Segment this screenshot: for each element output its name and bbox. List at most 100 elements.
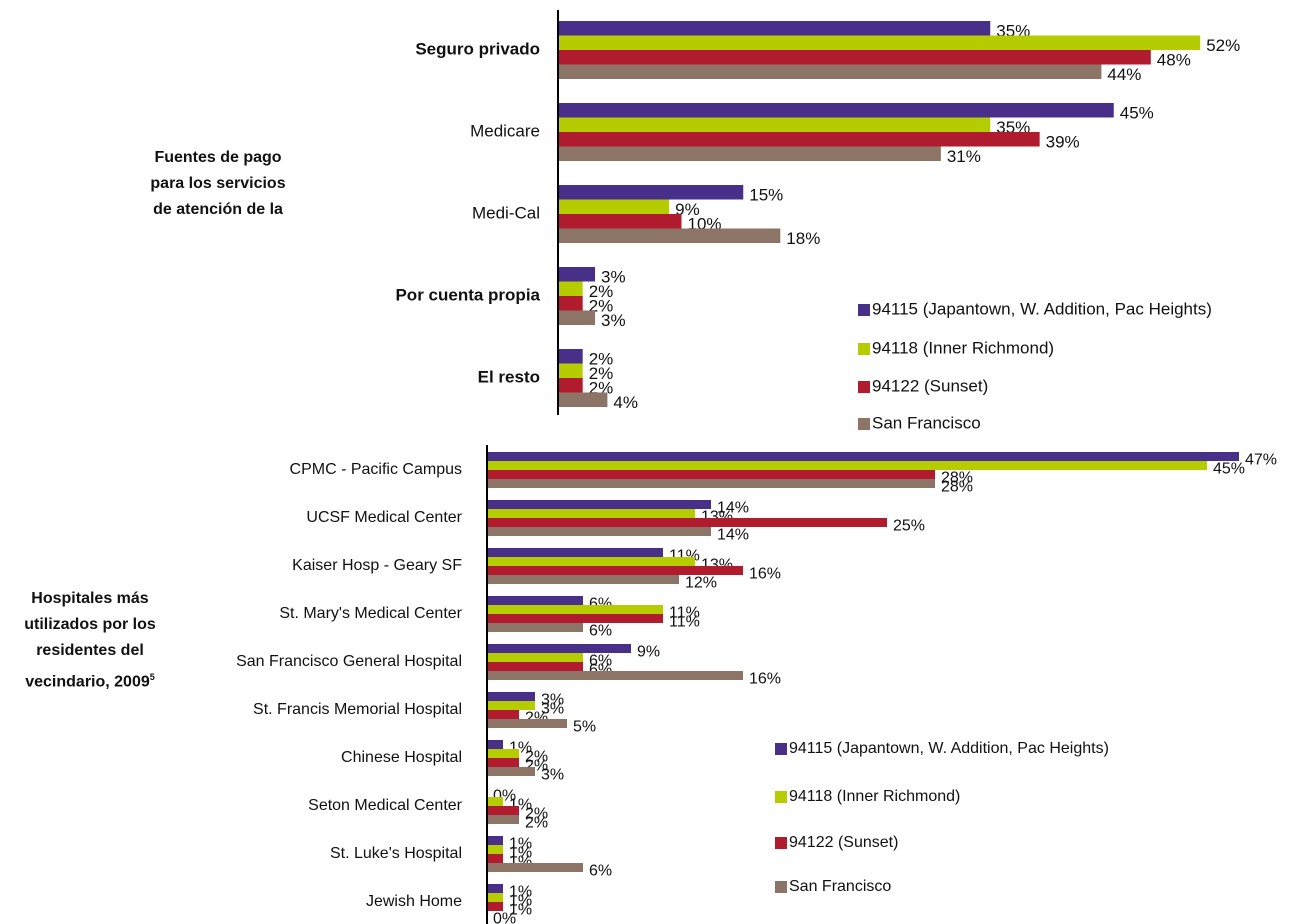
bar [487,527,711,536]
legend-label: San Francisco [872,413,981,432]
legend-swatch [775,881,787,893]
category-label: Seguro privado [415,39,540,58]
bar [487,758,519,767]
bar [487,836,503,845]
value-label: 3% [601,311,626,330]
legend-swatch [858,381,870,393]
value-label: 47% [1245,452,1277,469]
legend-label: 94122 (Sunset) [789,834,898,851]
value-label: 3% [541,767,564,784]
bar [558,349,583,364]
bar [487,596,583,605]
bar [558,35,1201,50]
bar [487,845,503,854]
value-label: 6% [589,623,612,640]
value-label: 39% [1046,133,1080,152]
value-label: 1% [509,893,532,910]
bar [487,605,663,614]
category-label: Medicare [470,121,540,140]
category-label: Jewish Home [366,893,462,910]
bar [487,518,887,527]
value-label: 31% [947,147,981,166]
value-label: 48% [1157,51,1191,70]
legend-label: San Francisco [789,878,891,895]
category-label: St. Mary's Medical Center [279,605,462,622]
bar [487,452,1239,461]
value-label: 25% [893,518,925,535]
bar [558,228,781,243]
value-label: 12% [685,575,717,592]
category-label: CPMC - Pacific Campus [290,461,462,478]
bar [487,740,503,749]
value-label: 16% [749,671,781,688]
bar [487,797,503,806]
bar [487,566,743,575]
bar [487,575,679,584]
side-label: Hospitales más utilizados por los reside… [18,586,162,732]
value-label: 4% [613,393,638,412]
value-label: 2% [589,350,614,369]
side-label: Fuentes de pago para los servicios de at… [148,145,288,253]
category-label: St. Francis Memorial Hospital [253,701,462,718]
category-label: Chinese Hospital [341,749,462,766]
bar [487,509,695,518]
bar [558,310,596,325]
bar [487,863,583,872]
bar [558,117,991,132]
bar [487,653,583,662]
bar [487,557,695,566]
value-label: 2% [589,282,614,301]
bar [487,710,519,719]
value-label: 2% [589,364,614,383]
bar [487,470,935,479]
category-label: St. Luke's Hospital [330,845,462,862]
bar [487,662,583,671]
category-label: El resto [478,367,540,386]
legend-swatch [858,304,870,316]
category-label: UCSF Medical Center [306,509,462,526]
value-label: 9% [637,644,660,661]
bar [558,378,583,393]
bar [487,806,519,815]
legend-swatch [775,791,787,803]
side-label-text: Hospitales más utilizados por los reside… [24,590,156,691]
value-label: 0% [493,911,516,924]
bar [487,719,567,728]
bar [558,199,670,214]
bar [558,132,1040,147]
value-label: 44% [1107,65,1141,84]
bar [558,392,608,407]
bar [487,854,503,863]
bar [487,893,503,902]
bar [558,214,682,229]
value-label: 45% [1120,104,1154,123]
side-label-text: Fuentes de pago para los servicios de at… [150,149,286,218]
bar [558,50,1151,65]
bar [558,267,596,282]
category-label: San Francisco General Hospital [236,653,462,670]
category-label: Por cuenta propia [395,285,540,304]
value-label: 15% [749,186,783,205]
footnote: 5 [149,672,155,682]
value-label: 18% [786,229,820,248]
value-label: 5% [573,719,596,736]
bar [487,671,743,680]
bar [487,479,935,488]
value-label: 2% [525,815,548,832]
value-label: 28% [941,470,973,487]
value-label: 14% [717,527,749,544]
value-label: 28% [941,479,973,496]
value-label: 1% [509,845,532,862]
legend-label: 94122 (Sunset) [872,376,988,395]
value-label: 6% [589,863,612,880]
value-label: 6% [589,653,612,670]
legend-label: 94115 (Japantown, W. Addition, Pac Heigh… [789,740,1109,757]
value-label: 1% [509,902,532,919]
bar [487,500,711,509]
bar [487,902,503,911]
category-label: Seton Medical Center [308,797,463,814]
bar [487,692,535,701]
value-label: 45% [1213,461,1245,478]
legend-label: 94118 (Inner Richmond) [872,338,1054,357]
